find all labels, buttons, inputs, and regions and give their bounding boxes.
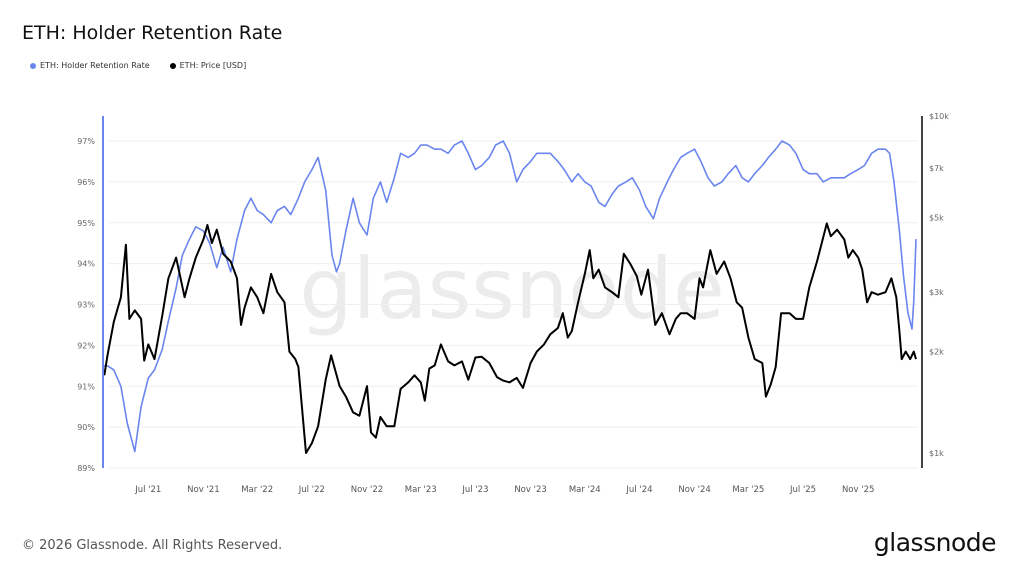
legend-dot-icon bbox=[30, 62, 36, 69]
y-left-tick-label: 90% bbox=[77, 423, 95, 432]
legend-item-retention[interactable]: ETH: Holder Retention Rate bbox=[30, 61, 150, 70]
x-tick-label: Mar '23 bbox=[405, 485, 437, 495]
x-tick-label: Jul '22 bbox=[298, 485, 325, 495]
y-left-tick-label: 96% bbox=[77, 178, 95, 187]
x-tick-label: Jul '25 bbox=[789, 485, 816, 495]
chart-title: ETH: Holder Retention Rate bbox=[22, 22, 283, 44]
y-left-tick-label: 93% bbox=[77, 301, 95, 310]
y-left-tick-label: 95% bbox=[77, 219, 95, 228]
x-tick-label: Mar '25 bbox=[732, 485, 764, 495]
x-tick-label: Mar '22 bbox=[241, 485, 273, 495]
x-tick-label: Nov '22 bbox=[351, 485, 383, 495]
legend-label: ETH: Holder Retention Rate bbox=[40, 61, 150, 70]
y-right-tick-label: $7k bbox=[929, 164, 944, 173]
y-left-tick-label: 94% bbox=[77, 260, 95, 269]
copyright-footer: © 2026 Glassnode. All Rights Reserved. bbox=[22, 538, 283, 553]
x-tick-label: Nov '24 bbox=[678, 485, 710, 495]
glassnode-logo: glassnode bbox=[873, 528, 997, 557]
y-left-tick-label: 92% bbox=[77, 341, 95, 350]
y-left-tick-label: 89% bbox=[77, 464, 95, 473]
retention-rate-line bbox=[103, 140, 917, 453]
watermark: glassnode bbox=[299, 240, 724, 338]
x-tick-label: Jul '23 bbox=[461, 485, 488, 495]
y-right-tick-label: $2k bbox=[929, 348, 944, 357]
price-line bbox=[103, 222, 917, 454]
y-left-tick-label: 91% bbox=[77, 382, 95, 391]
legend-label: ETH: Price [USD] bbox=[179, 61, 247, 70]
legend-dot-icon bbox=[169, 62, 176, 69]
y-right-tick-label: $10k bbox=[929, 112, 949, 121]
y-right-tick-label: $1k bbox=[929, 449, 944, 458]
x-tick-label: Nov '21 bbox=[187, 485, 219, 495]
y-left-tick-label: 97% bbox=[77, 137, 95, 146]
legend: ETH: Holder Retention Rate ETH: Price [U… bbox=[30, 61, 246, 70]
y-right-tick-label: $3k bbox=[929, 288, 944, 297]
y-right-tick-label: $5k bbox=[929, 213, 944, 222]
x-tick-label: Jul '24 bbox=[625, 485, 652, 495]
x-tick-label: Nov '25 bbox=[842, 485, 874, 495]
legend-item-price[interactable]: ETH: Price [USD] bbox=[169, 61, 247, 70]
x-tick-label: Mar '24 bbox=[569, 485, 601, 495]
x-tick-label: Nov '23 bbox=[514, 485, 546, 495]
x-tick-label: Jul '21 bbox=[134, 485, 161, 495]
